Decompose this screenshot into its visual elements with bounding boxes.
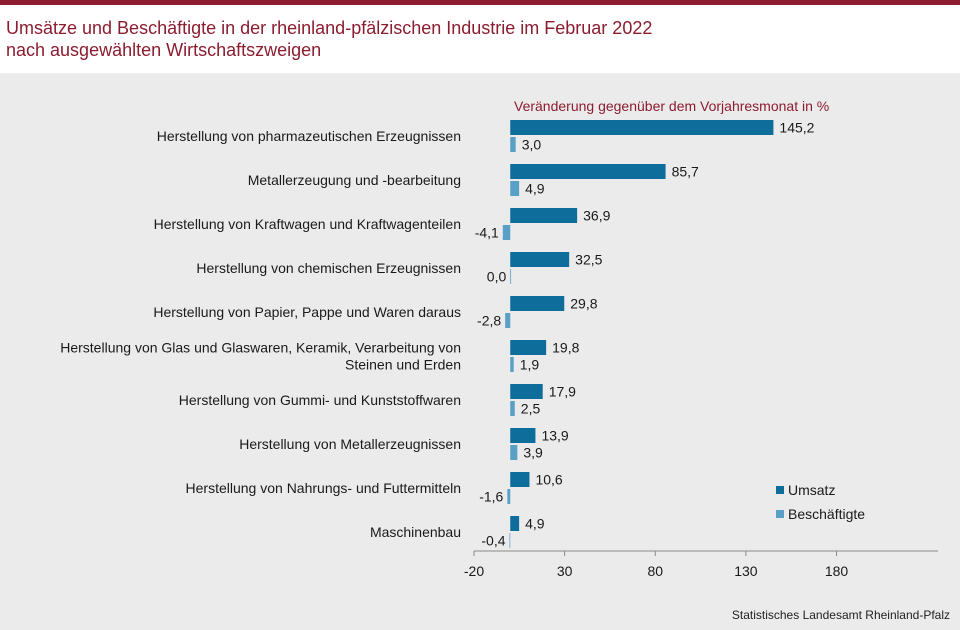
bar-umsatz: [510, 384, 543, 399]
chart-area: Veränderung gegenüber dem Vorjahresmonat…: [0, 82, 960, 630]
data-label: 32,5: [575, 252, 602, 268]
source-note: Statistisches Landesamt Rheinland-Pfalz: [731, 608, 950, 622]
data-label: 13,9: [541, 428, 568, 444]
bar-umsatz: [510, 252, 570, 267]
bar-umsatz: [510, 164, 666, 179]
bar-umsatz: [510, 428, 536, 443]
data-label: -4,1: [475, 225, 499, 241]
bar-beschaeftigte: [507, 489, 511, 504]
title-line-2: nach ausgewählten Wirtschaftszweigen: [6, 40, 322, 60]
bar-beschaeftigte: [510, 401, 515, 416]
bar-beschaeftigte: [509, 533, 511, 548]
bar-chart: Veränderung gegenüber dem Vorjahresmonat…: [60, 98, 938, 579]
bar-umsatz: [510, 208, 578, 223]
data-label: 0,0: [487, 269, 507, 285]
bar-umsatz: [510, 296, 565, 311]
data-label: 4,9: [525, 181, 545, 197]
x-tick-label: 180: [825, 563, 849, 579]
legend-swatch: [776, 486, 784, 494]
page-title: Umsätze und Beschäftigte in der rheinlan…: [6, 17, 652, 61]
data-label: 85,7: [672, 164, 699, 180]
category-label: Herstellung von Metallerzeugnissen: [239, 436, 461, 452]
data-label: -1,6: [479, 489, 503, 505]
data-label: 3,9: [523, 445, 543, 461]
bar-beschaeftigte: [502, 225, 511, 240]
x-tick-label: 30: [557, 563, 573, 579]
data-label: 17,9: [549, 384, 576, 400]
header: Umsätze und Beschäftigte in der rheinlan…: [0, 5, 960, 73]
data-label: 4,9: [525, 516, 545, 532]
data-label: 2,5: [521, 401, 541, 417]
bar-beschaeftigte: [510, 269, 512, 284]
bar-beschaeftigte: [510, 181, 520, 196]
bar-umsatz: [510, 340, 547, 355]
category-label: Herstellung von Papier, Pappe und Waren …: [153, 304, 461, 320]
bar-umsatz: [510, 120, 774, 135]
data-label: 19,8: [552, 340, 579, 356]
data-label: 1,9: [520, 357, 540, 373]
data-label: 10,6: [535, 472, 562, 488]
bar-umsatz: [510, 472, 530, 487]
data-label: -0,4: [481, 533, 505, 549]
top-accent-bar: [0, 0, 960, 5]
category-label: Herstellung von pharmazeutischen Erzeugn…: [157, 128, 461, 144]
bar-beschaeftigte: [505, 313, 511, 328]
data-label: 145,2: [779, 120, 814, 136]
data-label: 29,8: [570, 296, 597, 312]
data-label: -2,8: [477, 313, 501, 329]
legend-swatch: [776, 510, 784, 518]
x-tick-label: 130: [734, 563, 758, 579]
data-label: 36,9: [583, 208, 610, 224]
category-label: Steinen und Erden: [345, 357, 461, 373]
category-label: Herstellung von chemischen Erzeugnissen: [196, 260, 461, 276]
category-label: Herstellung von Nahrungs- und Futtermitt…: [186, 480, 461, 496]
category-label: Herstellung von Glas und Glaswaren, Kera…: [60, 340, 461, 356]
bar-beschaeftigte: [510, 357, 514, 372]
title-line-1: Umsätze und Beschäftigte in der rheinlan…: [6, 18, 653, 38]
x-tick-label: -20: [464, 563, 484, 579]
chart-subtitle: Veränderung gegenüber dem Vorjahresmonat…: [514, 98, 829, 114]
category-label: Maschinenbau: [370, 524, 461, 540]
bar-umsatz: [510, 516, 520, 531]
legend-label: Beschäftigte: [788, 506, 865, 522]
bar-beschaeftigte: [510, 445, 518, 460]
data-label: 3,0: [522, 137, 542, 153]
category-label: Metallerzeugung und -bearbeitung: [248, 172, 461, 188]
bar-beschaeftigte: [510, 137, 516, 152]
category-label: Herstellung von Gummi- und Kunststoffwar…: [179, 392, 461, 408]
legend-label: Umsatz: [788, 482, 835, 498]
x-tick-label: 80: [647, 563, 663, 579]
category-label: Herstellung von Kraftwagen und Kraftwage…: [154, 216, 461, 232]
